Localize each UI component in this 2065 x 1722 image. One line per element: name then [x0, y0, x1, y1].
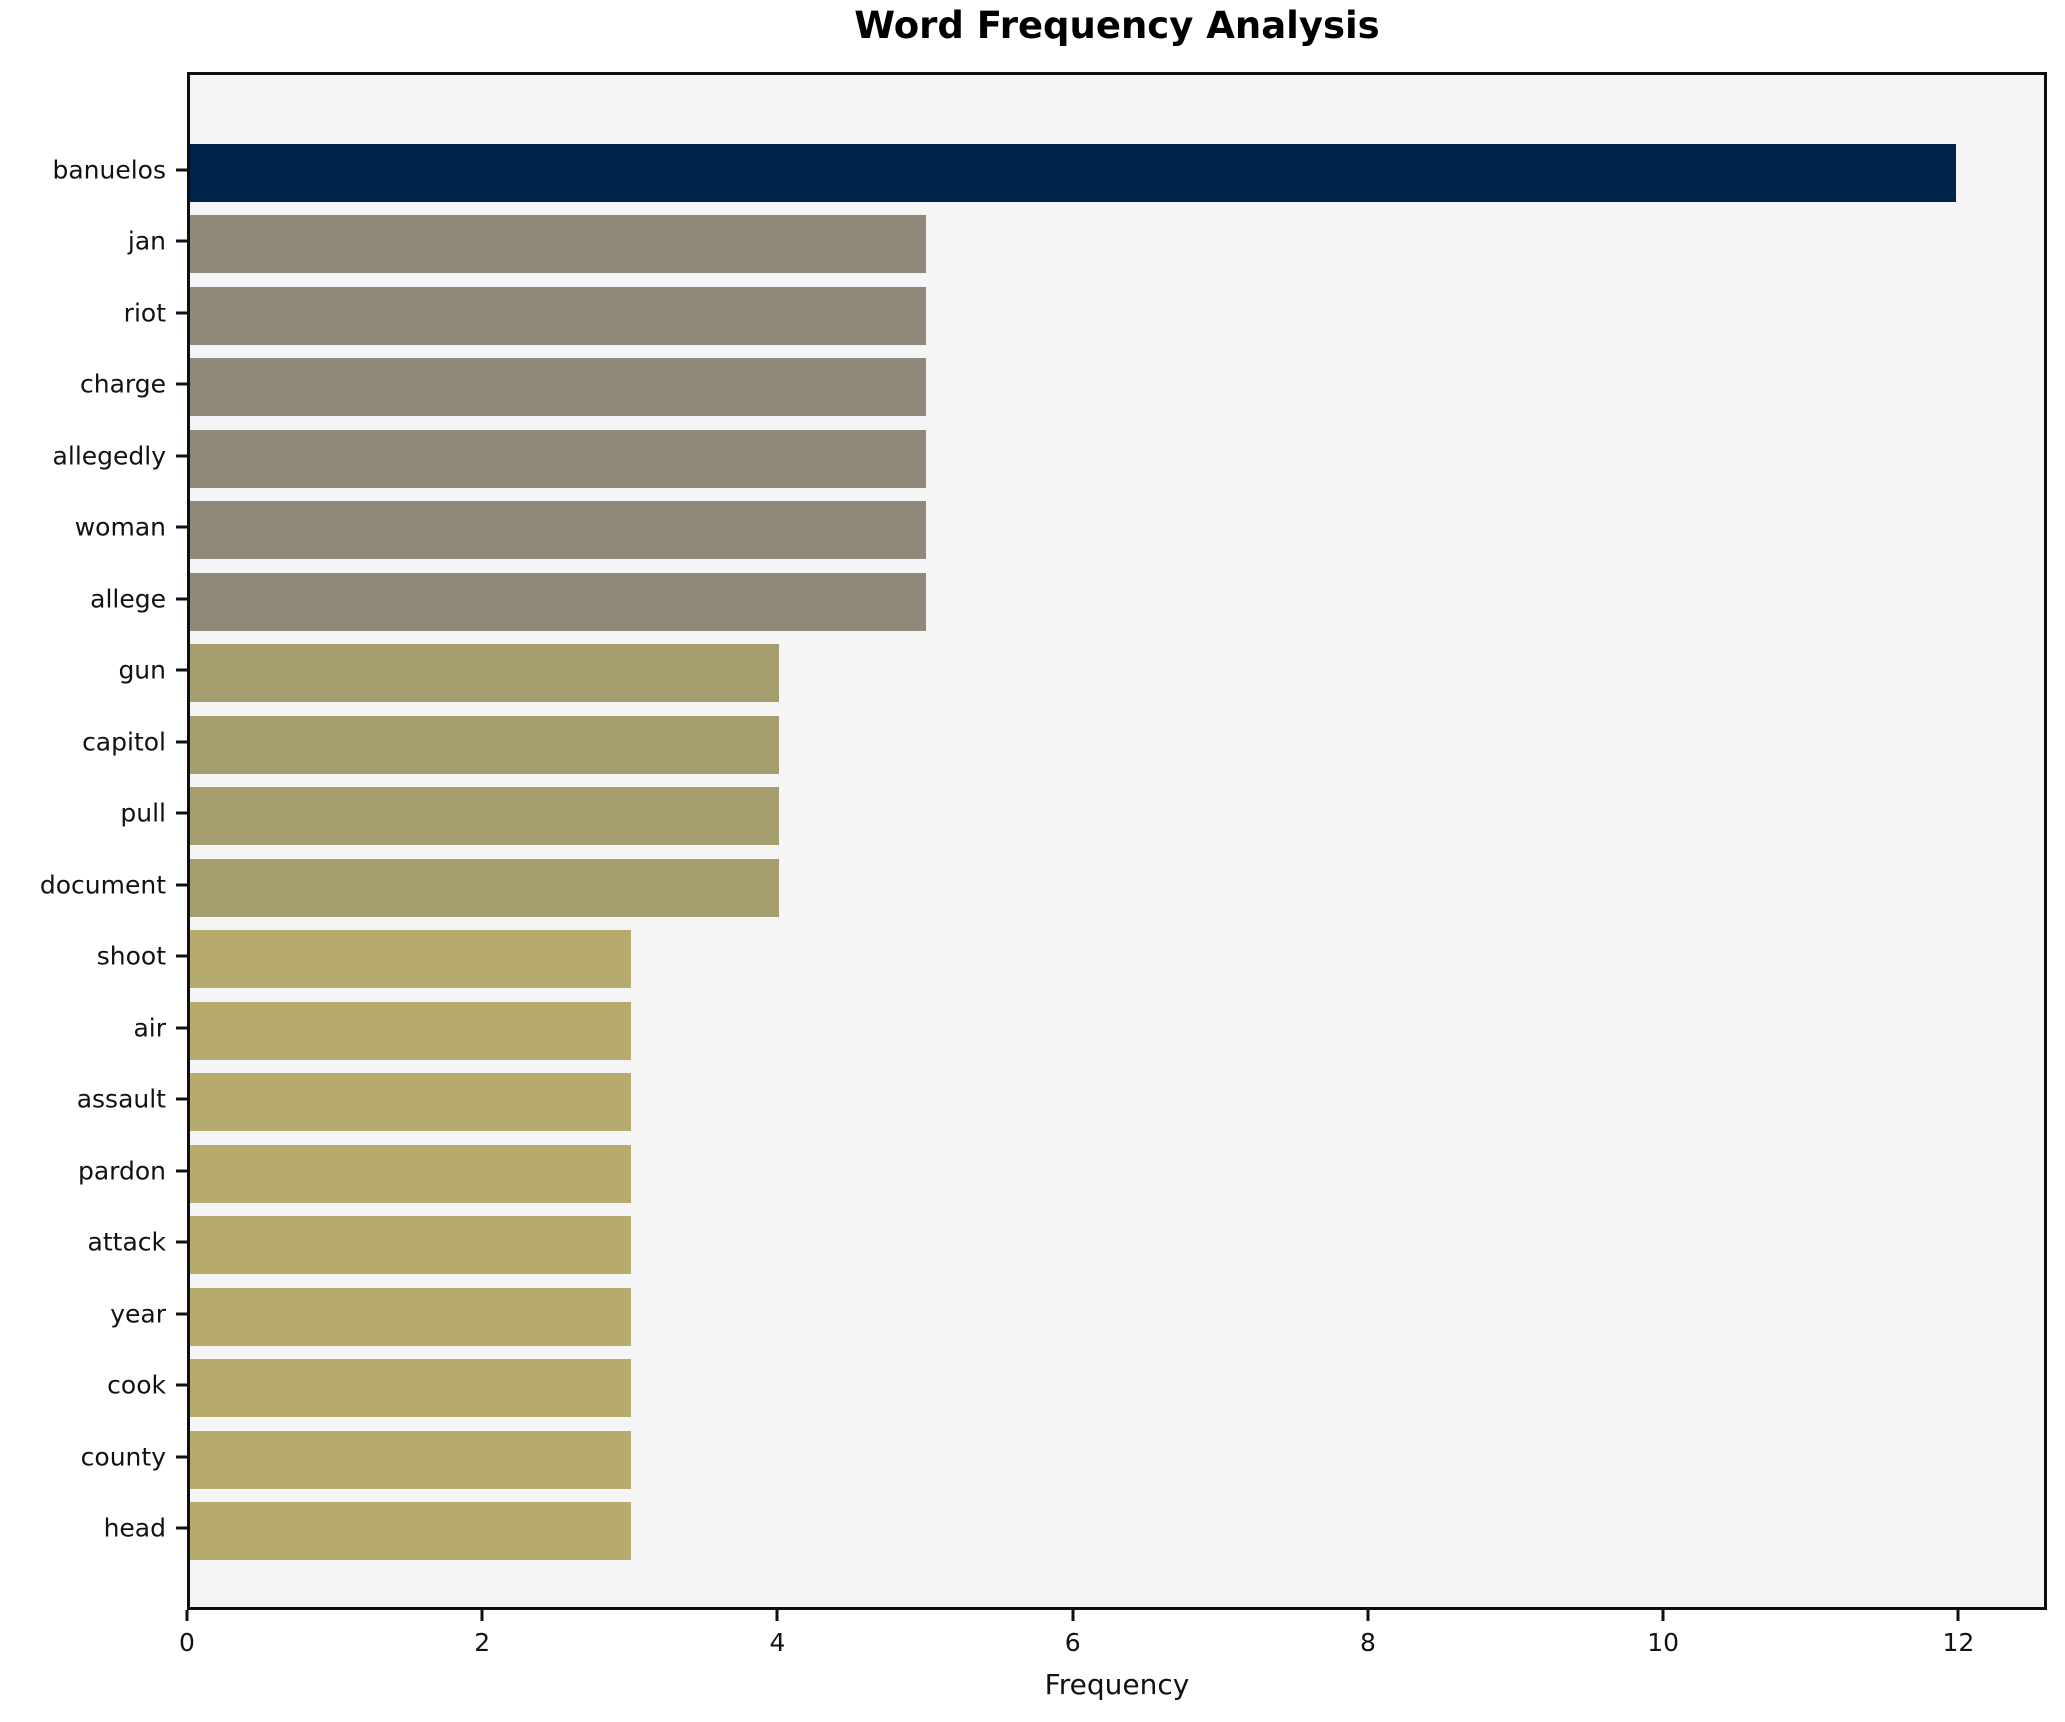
y-axis-label: jan — [127, 226, 166, 256]
frequency-bar — [190, 787, 779, 846]
frequency-bar — [190, 286, 926, 345]
y-axis-label: charge — [80, 369, 166, 399]
x-axis-tick — [1661, 1610, 1665, 1621]
y-axis-label: pull — [120, 798, 166, 828]
y-axis-tick — [176, 1526, 187, 1530]
frequency-bar — [190, 215, 926, 274]
y-axis-label: allege — [90, 584, 166, 614]
y-axis-tick — [176, 954, 187, 958]
y-axis-label: document — [39, 870, 166, 900]
frequency-bar — [190, 715, 779, 774]
y-axis-label: county — [80, 1442, 166, 1472]
y-axis-label: pardon — [77, 1156, 166, 1186]
y-axis-tick — [176, 597, 187, 601]
y-axis-tick — [176, 1026, 187, 1030]
frequency-bar — [190, 358, 926, 417]
frequency-bar — [190, 858, 779, 917]
frequency-bar — [190, 501, 926, 560]
frequency-bar — [190, 1287, 632, 1346]
frequency-bar — [190, 1144, 632, 1203]
y-axis-tick — [176, 1097, 187, 1101]
y-axis-tick — [176, 1383, 187, 1387]
y-axis-label: gun — [118, 655, 166, 685]
y-axis-tick — [176, 525, 187, 529]
x-axis-tick — [1366, 1610, 1370, 1621]
frequency-bar — [190, 1359, 632, 1418]
frequency-bar — [190, 143, 1956, 202]
frequency-bar — [190, 1073, 632, 1132]
y-axis-label: riot — [123, 298, 166, 328]
y-axis-tick — [176, 740, 187, 744]
x-axis-tick-label: 8 — [1359, 1628, 1376, 1657]
y-axis-label: banuelos — [52, 155, 166, 185]
frequency-bar — [190, 644, 779, 703]
frequency-bar — [190, 1502, 632, 1561]
y-axis-label: head — [103, 1513, 166, 1543]
x-axis-tick-label: 4 — [769, 1628, 786, 1657]
y-axis-label: cook — [107, 1370, 166, 1400]
frequency-bar — [190, 1216, 632, 1275]
x-axis-tick — [775, 1610, 779, 1621]
y-axis-tick — [176, 1455, 187, 1459]
frequency-bar — [190, 429, 926, 488]
x-axis-tick-label: 6 — [1064, 1628, 1081, 1657]
y-axis-label: shoot — [96, 941, 166, 971]
x-axis-tick-label: 0 — [179, 1628, 195, 1657]
x-axis-tick-label: 2 — [474, 1628, 491, 1657]
y-axis-label: assault — [76, 1084, 166, 1114]
x-axis-tick-label: 12 — [1942, 1628, 1975, 1657]
y-axis-tick — [176, 1240, 187, 1244]
y-axis-tick — [176, 1169, 187, 1173]
y-axis-label: woman — [74, 512, 166, 542]
y-axis-tick — [176, 883, 187, 887]
x-axis-tick — [480, 1610, 484, 1621]
frequency-bar — [190, 572, 926, 631]
y-axis-tick — [176, 311, 187, 315]
frequency-bar — [190, 1001, 632, 1060]
x-axis-title: Frequency — [1044, 1668, 1190, 1701]
x-axis-tick-label: 10 — [1647, 1628, 1680, 1657]
y-axis-label: capitol — [82, 727, 166, 757]
y-axis-tick — [176, 811, 187, 815]
frequency-bar — [190, 1430, 632, 1489]
y-axis-tick — [176, 239, 187, 243]
y-axis-label: year — [110, 1299, 166, 1329]
x-axis-tick — [185, 1610, 189, 1621]
y-axis-label: allegedly — [52, 441, 166, 471]
y-axis-label: air — [133, 1013, 166, 1043]
y-axis-tick — [176, 668, 187, 672]
chart-title: Word Frequency Analysis — [854, 4, 1380, 47]
y-axis-tick — [176, 168, 187, 172]
y-axis-label: attack — [87, 1227, 166, 1257]
x-axis-tick — [1071, 1610, 1075, 1621]
x-axis-tick — [1956, 1610, 1960, 1621]
y-axis-tick — [176, 454, 187, 458]
y-axis-tick — [176, 382, 187, 386]
plot-area — [187, 72, 2047, 1610]
y-axis-tick — [176, 1312, 187, 1316]
frequency-bar — [190, 930, 632, 989]
